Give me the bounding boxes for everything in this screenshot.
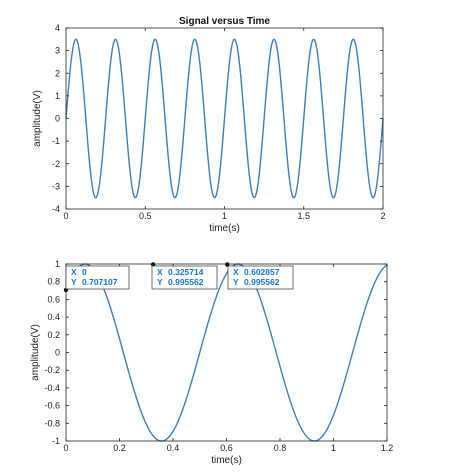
datatip-y-label: Y <box>233 277 239 287</box>
y-tick-label: 2 <box>55 68 60 78</box>
x-tick-label: 1.5 <box>297 211 310 221</box>
datatip-y-value: 0.707107 <box>82 277 118 287</box>
y-tick-label: -0.2 <box>44 365 60 375</box>
y-tick-label: -0.8 <box>44 418 60 428</box>
y-tick-label: 1 <box>55 259 60 269</box>
y-tick-label: 3 <box>55 46 60 56</box>
datatip-x-value: 0.602857 <box>244 267 280 277</box>
chart-2: 0 0.2 0.4 0.6 0.8 1 1.2 1 0.8 0.6 0.4 0.2 0 -0.2 -0.4 -… <box>30 259 393 466</box>
y-tick-label: 0 <box>55 114 60 124</box>
datatip-box <box>151 265 218 290</box>
y-tick-label: 1 <box>55 91 60 101</box>
datatip-2[interactable]: X 0.325714 Y 0.995562 <box>150 262 218 290</box>
series-line-1 <box>65 38 384 199</box>
y-tick-label: -4 <box>52 204 60 214</box>
chart-1: 0 0.5 1 1.5 2 4 3 2 1 0 -1 -2 -3 -4 time(s) amplitude(V… <box>32 16 386 234</box>
y-tick-label: 4 <box>55 23 60 33</box>
y-tick-label: -1 <box>52 436 60 446</box>
datatip-y-value: 0.995562 <box>244 277 280 287</box>
x-tick-label: 0.2 <box>113 443 126 453</box>
y-tick-label: 0 <box>55 348 60 358</box>
datatip-x-label: X <box>233 267 239 277</box>
y-axis-label: amplitude(V) <box>30 324 41 381</box>
y-tick-label: -0.6 <box>44 401 60 411</box>
datatip-x-value: 0.325714 <box>168 267 204 277</box>
x-tick-label: 1 <box>331 443 336 453</box>
datatip-1[interactable]: X 0Y 0.707107 <box>63 265 130 293</box>
datatip-3[interactable]: X 0.602857 Y 0.995562 <box>225 262 294 290</box>
series-line-1 <box>65 263 388 442</box>
x-tick-label: 0 <box>63 211 68 221</box>
datatip-box <box>227 265 294 290</box>
x-tick-label: 0 <box>63 443 68 453</box>
datatip-box <box>65 265 130 290</box>
datatip-marker <box>225 262 230 267</box>
datatip-x-label: X <box>157 267 163 277</box>
datatip-marker <box>150 262 156 267</box>
y-tick-label: 0.8 <box>47 277 60 287</box>
datatip-y-label: Y <box>71 277 77 287</box>
y-tick-label: 0.4 <box>47 312 60 322</box>
chart-title: Signal versus Time <box>179 16 270 27</box>
datatip-x-value: 0 <box>82 267 87 277</box>
datatip-x-label: X <box>71 267 77 277</box>
x-axis-label: time(s) <box>211 455 242 466</box>
y-tick-label: 0.2 <box>47 330 60 340</box>
y-tick-label: 0.6 <box>47 294 60 304</box>
x-tick-label: 0.8 <box>274 443 287 453</box>
y-tick-label: -1 <box>52 136 60 146</box>
x-tick-label: 1 <box>222 211 227 221</box>
y-tick-label: -3 <box>52 181 60 191</box>
x-tick-label: 0.5 <box>139 211 152 221</box>
x-tick-label: 0.6 <box>220 443 233 453</box>
x-axis-label: time(s) <box>209 223 240 234</box>
x-tick-label: 2 <box>380 211 385 221</box>
datatip-y-value: 0.995562 <box>168 277 204 287</box>
x-tick-label: 1.2 <box>381 443 394 453</box>
y-axis-label: amplitude(V) <box>32 90 43 147</box>
y-tick-label: -0.4 <box>44 383 60 393</box>
plot-area <box>66 264 387 441</box>
y-tick-label: -2 <box>52 159 60 169</box>
x-tick-label: 0.4 <box>167 443 180 453</box>
datatip-y-label: Y <box>157 277 163 287</box>
